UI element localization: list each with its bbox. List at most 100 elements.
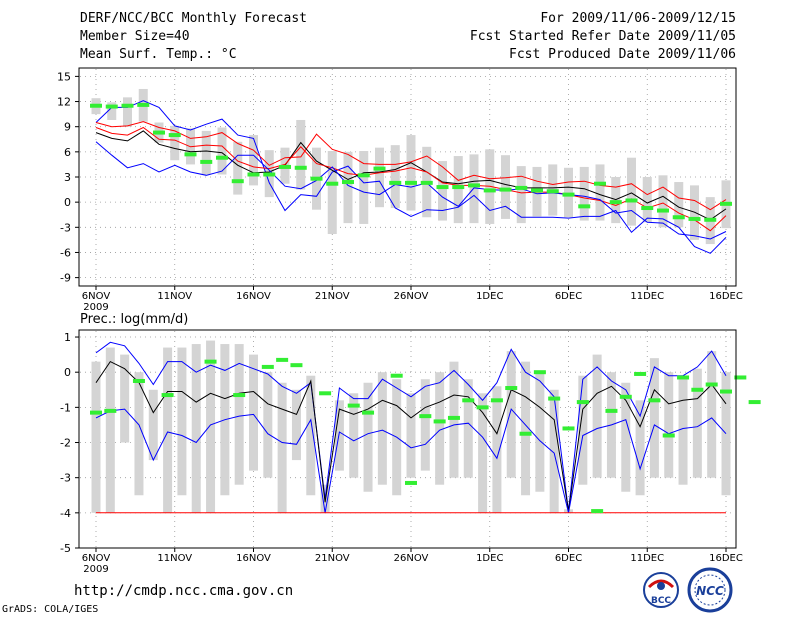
prec-obs-mark [748,400,761,405]
prec-obs-mark [104,408,117,413]
prec-obs-mark [132,378,145,383]
prec-spread-box [148,389,158,461]
temp-series-min [95,141,727,240]
prec-spread-box [578,375,588,485]
temp-spread-box [233,141,243,195]
prec-ytick-label: -3 [60,472,71,485]
temp-obs-mark [704,217,717,222]
prec-panel: 1 0 -1 -2 -3 -4 -5 6NOV 11NOV 16NOV 21NOV 26NOV 1DEC… [60,329,761,575]
temp-obs-mark [279,164,291,169]
prec-obs-mark [433,419,446,424]
prec-obs-mark [362,410,375,415]
prec-obs-mark [161,393,174,398]
temp-obs-mark [499,187,512,192]
prec-obs-mark [734,375,747,380]
temp-obs-mark [578,204,591,209]
temp-ytick-label: -3 [60,221,71,234]
bcc-logo: BCC [641,571,681,611]
prec-title: Prec.: log(mm/d) [80,312,188,327]
temp-obs-mark [468,183,480,188]
prec-xtick-label: 11DEC [630,553,664,564]
temp-obs-mark [310,176,323,181]
prec-obs-mark [533,370,546,375]
temp-spread-box [249,135,258,186]
prec-xtick-label: 21NOV [315,553,350,564]
temp-obs-mark [263,172,276,177]
temp-ytick-label: 9 [64,121,71,134]
temp-spread-box [359,151,369,224]
prec-obs-mark [677,375,690,380]
temp-obs-mark [247,172,260,177]
temp-ytick-label: -9 [60,272,71,285]
prec-spread-box [291,389,301,461]
prec-obs-mark [204,359,217,364]
prec-obs-mark [233,393,246,398]
prec-obs-mark [662,433,675,438]
prec-ytick-label: 1 [64,331,71,344]
temp-obs-mark [200,159,213,164]
prec-spread-box [635,400,645,496]
ncc-logo: NCC [684,566,736,614]
temp-spread-box [296,119,306,190]
source-url[interactable]: http://cmdp.ncc.cma.gov.cn [74,583,294,599]
temp-ytick-label: 15 [57,70,71,83]
prec-obs-mark [90,410,102,415]
prec-obs-mark [261,364,274,369]
temp-obs-mark [531,188,543,193]
prec-spread-box [649,358,659,478]
prec-spread-box [377,372,387,485]
temp-spread-box [501,155,510,219]
temp-obs-mark [168,133,181,138]
temp-xtick-label: 26NOV [394,291,429,302]
prec-obs-mark [476,405,489,410]
prec-obs-mark [548,396,561,401]
prec-obs-mark [648,398,661,403]
temp-obs-mark [641,206,654,211]
temp-obs-mark [121,103,134,108]
temp-spread-box [579,166,589,221]
prec-year-label: 2009 [83,564,108,575]
temp-xtick-label: 6NOV [82,291,111,302]
temp-ytick-label: 12 [57,96,71,109]
prec-spread-box [721,372,731,496]
prec-spread-box [621,382,631,492]
temp-spread-box [658,175,668,228]
prec-obs-mark [705,382,718,387]
prec-obs-mark [276,357,289,362]
temp-obs-mark [562,192,575,197]
temp-spread-box [438,161,447,221]
temp-series-max [95,100,727,254]
temp-obs-mark [452,185,465,190]
prec-spread-box [249,354,258,471]
prec-spread-box [363,382,373,492]
bcc-logo-text: BCC [651,596,671,606]
prec-spread-box [707,351,717,478]
temp-obs-mark [137,102,150,107]
temp-spread-box [469,154,479,224]
prec-spread-box [506,351,516,478]
prec-obs-mark [619,394,632,399]
prec-spread-box [163,347,173,513]
prec-obs-mark [591,509,604,514]
prec-spread-box [463,379,473,478]
temp-obs-mark [153,130,165,135]
prec-spread-box [306,375,316,496]
temp-xtick-label: 1DEC [476,291,503,302]
temp-spread-box [453,156,463,224]
prec-obs-mark [405,480,417,485]
prec-spread-box [91,361,101,513]
temp-obs-mark [294,165,307,170]
prec-spread-box [478,393,488,513]
temp-xtick-label: 11DEC [630,291,664,302]
prec-xtick-label: 26NOV [394,553,429,564]
temp-series-upper [95,121,727,211]
temp-spread-box [123,97,132,127]
temp-obs-mark [231,179,244,184]
prec-spread-box [678,379,688,485]
prec-spread-box [206,340,216,513]
prec-xtick-label: 6NOV [82,553,111,564]
produced-date: Fcst Produced Date 2009/11/06 [509,47,736,62]
prec-obs-mark [691,387,704,392]
prec-spread-box [435,372,445,485]
